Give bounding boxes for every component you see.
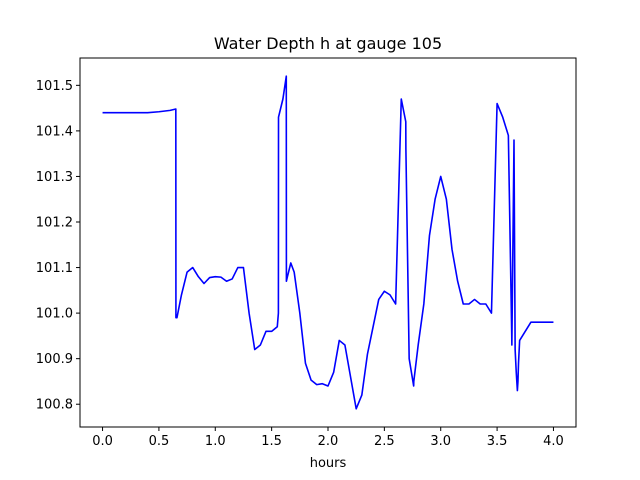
x-axis: 0.0 0.5 1.0 1.5 2.0 2.5 3.0 3.5 4.0 — [92, 427, 564, 449]
y-tick-label: 101.2 — [36, 216, 73, 231]
y-tick-label: 101.3 — [36, 170, 73, 185]
y-tick-label: 101.4 — [36, 124, 73, 139]
plot-frame — [79, 57, 577, 428]
series-line — [102, 75, 554, 410]
chart-title: Water Depth h at gauge 105 — [214, 34, 442, 53]
x-tick-label: 3.5 — [487, 434, 508, 449]
series-layer — [102, 75, 554, 410]
x-tick-label: 0.0 — [92, 434, 113, 449]
x-tick-label: 3.0 — [430, 434, 451, 449]
x-tick-label: 1.0 — [205, 434, 226, 449]
y-tick-label: 101.0 — [36, 307, 73, 322]
x-tick-label: 2.5 — [374, 434, 395, 449]
x-tick-label: 0.5 — [149, 434, 170, 449]
x-tick-label: 1.5 — [261, 434, 282, 449]
x-tick-label: 4.0 — [543, 434, 564, 449]
y-axis: 100.8 100.9 101.0 101.1 101.2 101.3 101.4 101.5 — [36, 79, 80, 413]
x-tick-label: 2.0 — [318, 434, 339, 449]
y-tick-label: 100.8 — [36, 398, 73, 413]
y-tick-label: 101.1 — [36, 261, 73, 276]
x-axis-label: hours — [310, 456, 347, 471]
y-tick-label: 101.5 — [36, 79, 73, 94]
y-tick-label: 100.9 — [36, 352, 73, 367]
